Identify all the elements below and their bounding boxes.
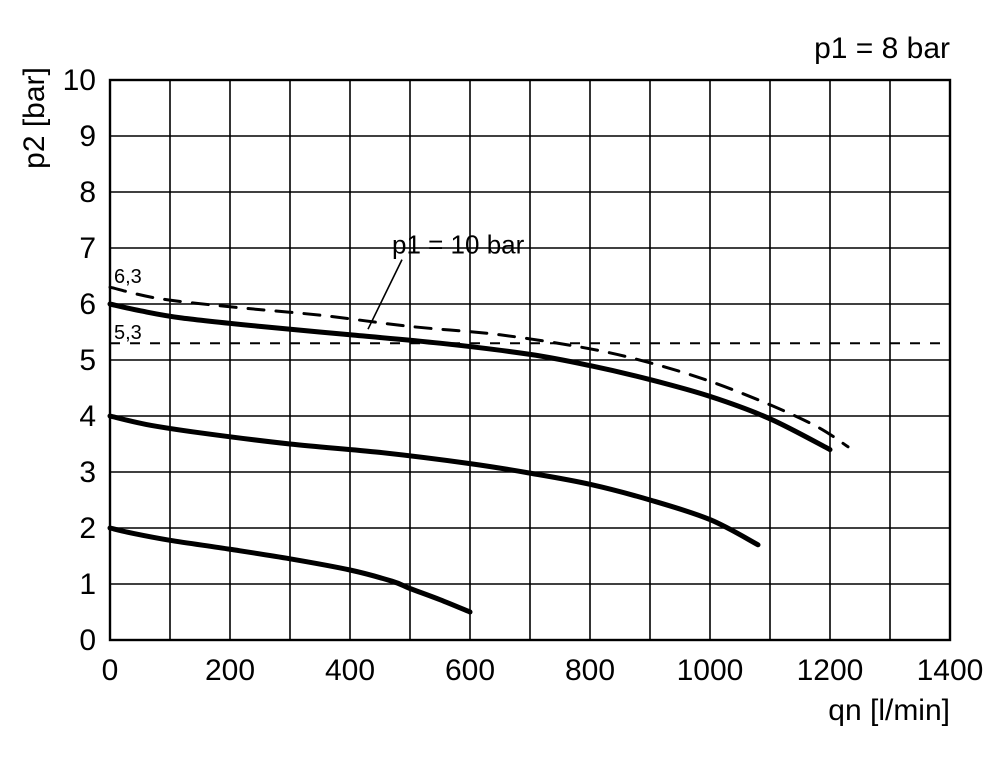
x-tick-label: 800 <box>565 654 615 687</box>
annotation-p1-10: p1 = 10 bar <box>392 230 525 260</box>
y-tick-label: 3 <box>79 456 96 489</box>
y-small-label: 6,3 <box>114 266 142 288</box>
y-tick-label: 5 <box>79 344 96 377</box>
y-tick-label: 4 <box>79 400 96 433</box>
x-tick-label: 1200 <box>797 654 864 687</box>
y-tick-label: 8 <box>79 176 96 209</box>
y-tick-label: 2 <box>79 512 96 545</box>
x-tick-label: 0 <box>102 654 119 687</box>
x-tick-label: 400 <box>325 654 375 687</box>
x-tick-label: 1400 <box>917 654 984 687</box>
x-tick-label: 600 <box>445 654 495 687</box>
y-tick-label: 6 <box>79 288 96 321</box>
y-tick-label: 10 <box>63 64 96 97</box>
x-tick-label: 200 <box>205 654 255 687</box>
y-tick-label: 1 <box>79 568 96 601</box>
y-tick-label: 7 <box>79 232 96 265</box>
chart-bg <box>0 0 1000 764</box>
x-axis-title: qn [l/min] <box>828 694 950 727</box>
top-right-label: p1 = 8 bar <box>814 32 950 65</box>
x-tick-label: 1000 <box>677 654 744 687</box>
pressure-flow-chart: 0 200 400 600 800 1000 1200 1400 0 1 2 3 4 5 6 7 8 9 10 6,3… <box>0 0 1000 764</box>
y-tick-label: 9 <box>79 120 96 153</box>
y-small-label: 5,3 <box>114 322 142 344</box>
y-tick-label: 0 <box>79 624 96 657</box>
chart-container: 0 200 400 600 800 1000 1200 1400 0 1 2 3 4 5 6 7 8 9 10 6,3… <box>0 0 1000 764</box>
y-axis-title: p2 [bar] <box>18 67 51 169</box>
